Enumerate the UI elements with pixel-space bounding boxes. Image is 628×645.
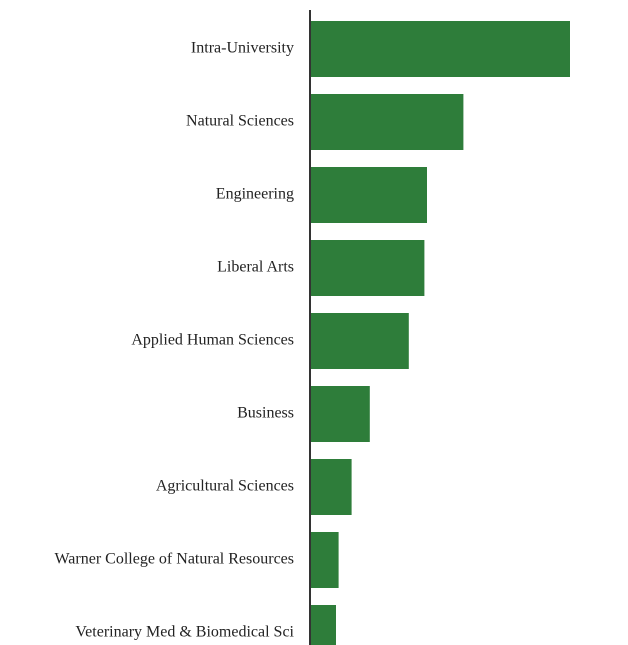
bar-intra-university [310, 21, 570, 77]
category-label: Veterinary Med & Biomedical Sci [75, 624, 294, 641]
bar-veterinary-med-biomedical-sci [310, 605, 336, 645]
category-label: Natural Sciences [186, 113, 294, 130]
category-label: Agricultural Sciences [156, 478, 294, 495]
category-label: Intra-University [191, 40, 294, 57]
category-labels: Intra-University Natural Sciences Engineer… [54, 40, 294, 641]
bar-warner-college-of-natural-resources [310, 532, 339, 588]
bar-applied-human-sciences [310, 313, 409, 369]
bar-natural-sciences [310, 94, 464, 150]
bar-liberal-arts [310, 240, 425, 296]
category-label: Engineering [216, 186, 294, 203]
category-label: Warner College of Natural Resources [54, 551, 294, 568]
bar-agricultural-sciences [310, 459, 352, 515]
bar-business [310, 386, 370, 442]
category-label: Business [237, 405, 294, 422]
bar-engineering [310, 167, 427, 223]
category-label: Applied Human Sciences [131, 332, 294, 349]
category-label: Liberal Arts [217, 259, 294, 276]
bars-layer [310, 21, 570, 645]
